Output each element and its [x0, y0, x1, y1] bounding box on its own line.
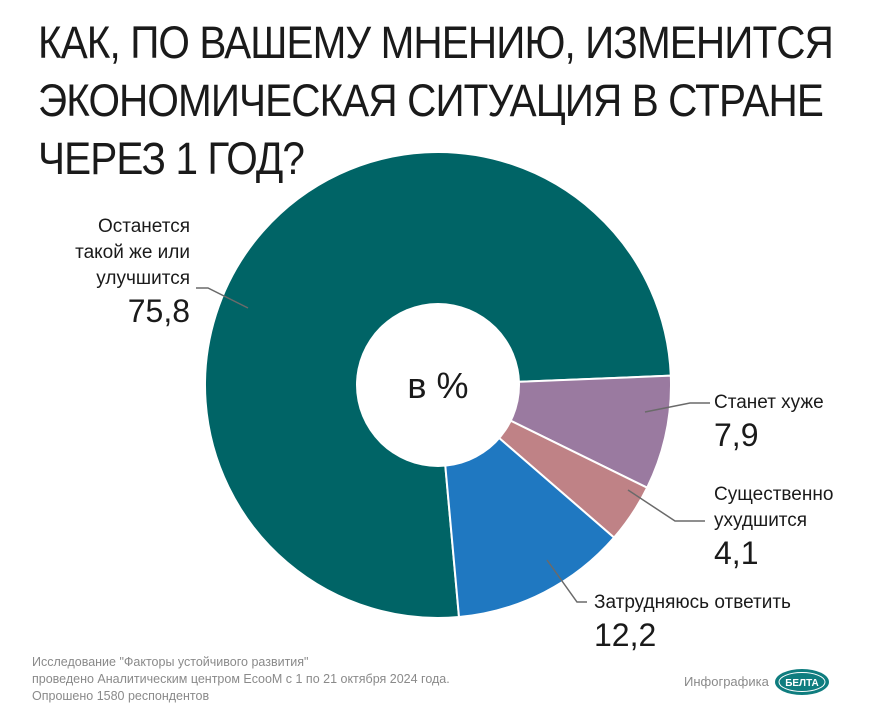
slice-label-stay: Останется такой же или улучшится 75,8 [20, 214, 190, 330]
belta-logo: БЕЛТА [775, 669, 829, 695]
leader-line-unsure [546, 559, 587, 603]
logo-text: БЕЛТА [785, 678, 819, 689]
slice-value-worse: 7,9 [714, 417, 759, 453]
slice-label-much-worse: Существенно ухудшится 4,1 [714, 482, 864, 572]
source-note-line-1: Исследование "Факторы устойчивого развит… [32, 655, 309, 669]
title-line-3: ЧЕРЕЗ 1 ГОД? [38, 133, 305, 184]
title-line-1: КАК, ПО ВАШЕМУ МНЕНИЮ, ИЗМЕНИТСЯ [38, 17, 834, 68]
slice-label-much-worse-line-2: ухудшится [714, 510, 808, 531]
infographic-credit: Инфографика [684, 674, 769, 689]
slice-value-stay: 75,8 [127, 293, 190, 329]
slice-label-worse-text: Станет хуже [714, 392, 824, 413]
slice-label-much-worse-line-1: Существенно [714, 484, 834, 505]
leader-line-worse [644, 402, 710, 413]
slice-value-much-worse: 4,1 [714, 535, 759, 571]
source-note: Исследование "Факторы устойчивого развит… [32, 654, 450, 705]
donut-hole [356, 303, 520, 467]
title-line-2: ЭКОНОМИЧЕСКАЯ СИТУАЦИЯ В СТРАНЕ [38, 75, 824, 126]
chart-title: КАК, ПО ВАШЕМУ МНЕНИЮ, ИЗМЕНИТСЯ ЭКОНОМИ… [38, 14, 834, 188]
leader-line-stay [196, 287, 249, 309]
leader-line-much-worse [627, 489, 705, 522]
source-note-line-3: Опрошено 1580 респондентов [32, 689, 210, 703]
slice-value-unsure: 12,2 [594, 617, 657, 653]
slice-label-stay-line-3: улучшится [96, 268, 190, 289]
source-note-line-2: проведено Аналитическим центром EcooM с … [32, 672, 450, 686]
slice-label-stay-line-1: Останется [97, 216, 190, 237]
slice-label-worse: Станет хуже 7,9 [714, 390, 864, 454]
leader-lines [196, 287, 710, 603]
slice-label-unsure-text: Затрудняюсь ответить [594, 592, 791, 613]
slice-label-unsure: Затрудняюсь ответить 12,2 [594, 590, 854, 654]
slice-label-stay-line-2: такой же или [75, 242, 190, 263]
center-unit-label: в % [407, 365, 468, 406]
